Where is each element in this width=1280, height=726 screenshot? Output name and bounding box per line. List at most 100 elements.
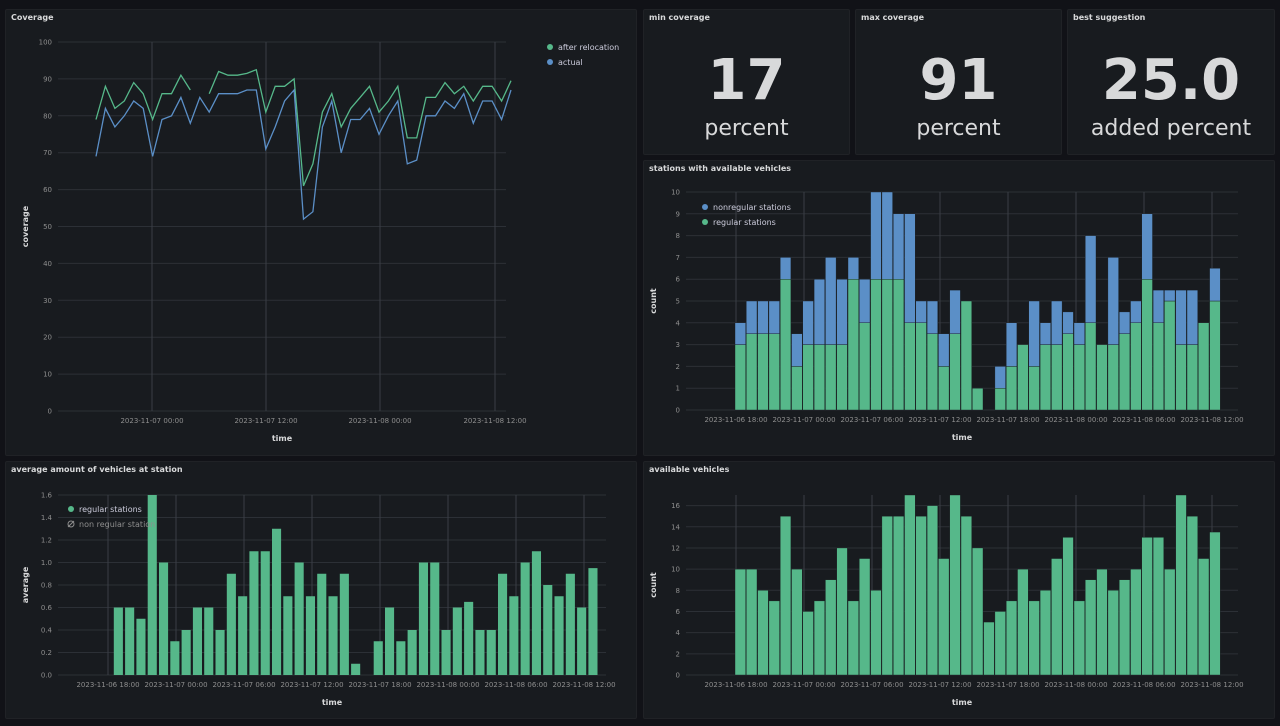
x-tick-label: 2023-11-08 00:00 [416,681,479,689]
bar-nonregular [859,278,871,323]
bar-nonregular [1107,257,1119,345]
y-tick-label: 0 [676,672,680,680]
bar [125,607,135,675]
bar [520,562,530,675]
bar [509,596,519,675]
y-axis-label: average [21,566,30,603]
bar-nonregular [1119,311,1131,334]
bar-nonregular [1062,311,1074,334]
x-tick-label: 2023-11-07 00:00 [120,417,183,425]
x-tick-label: 2023-11-08 00:00 [1044,681,1107,689]
bar [1096,568,1108,676]
y-tick-label: 2 [676,363,680,371]
bar [588,568,598,675]
bar [430,562,440,675]
bar [1107,590,1119,676]
legend-label: regular stations [713,218,776,227]
bar-regular [802,344,814,411]
bar-regular [1006,366,1018,411]
average-chart: 0.0 0.2 0.4 0.6 0.8 1.0 1.2 1.4 1.6 2023-11-06 18… [21,492,616,708]
legend-hidden-slash [67,520,75,528]
bar [226,573,236,675]
x-tick-label: 2023-11-08 12:00 [552,681,615,689]
bar-regular [1209,300,1221,411]
bar [272,528,282,675]
x-tick-label: 2023-11-08 06:00 [1112,416,1175,424]
stations-chart: 0 1 2 3 4 5 6 7 8 9 10 2023-11-06 18:00 2023-11-07 0… [649,189,1244,443]
bar [836,547,848,676]
bar-nonregular [802,300,814,345]
panel-title: stations with available vehicles [649,164,792,173]
panel-title: available vehicles [649,465,730,474]
bar [373,641,383,675]
panel-title: max coverage [861,13,925,22]
panel-title: min coverage [649,13,710,22]
y-tick-label: 90 [43,75,52,83]
bar [1051,558,1063,676]
best-suggestion-value: 25.0 [1101,48,1241,113]
bar-regular [949,333,961,411]
bar [498,573,508,675]
y-tick-label: 6 [676,608,681,616]
bar-regular [1039,344,1052,411]
x-tick-label: 2023-11-07 12:00 [908,681,971,689]
y-tick-label: 9 [676,210,680,218]
bar-regular [1017,344,1029,411]
y-tick-label: 6 [676,276,681,284]
bar-nonregular [904,213,916,323]
bar-nonregular [1039,322,1052,345]
bar-nonregular [825,257,837,345]
available-chart: 0 2 4 6 8 10 12 14 16 2023-11-06 18:00 2023-11-07 … [649,494,1244,707]
bar-nonregular [813,278,826,345]
bar [1039,590,1052,676]
bar-nonregular [892,213,905,280]
x-tick-label: 2023-11-07 18:00 [976,416,1039,424]
bar-nonregular [938,333,950,367]
bar [1152,537,1165,676]
y-tick-label: 8 [676,232,680,240]
bar-regular [892,278,905,411]
y-axis-label: coverage [21,205,30,247]
bar [757,590,769,676]
bar-regular [791,366,803,411]
bar-nonregular [949,289,961,334]
x-axis-label: time [272,434,293,443]
stations-panel: stations with available vehicles 0 1 2 3 4 5 6… [643,160,1275,456]
panel-title: Coverage [11,13,54,22]
bar-nonregular [768,300,780,334]
bar-regular [1028,366,1040,411]
bar [554,596,564,675]
bar-regular [938,366,950,411]
bar-regular [1096,344,1108,411]
bar [294,562,304,675]
coverage-panel: Coverage 0 10 20 30 40 50 60 70 80 90 100 2023-11-0… [5,9,637,456]
bar [881,515,893,676]
y-tick-label: 50 [43,223,52,231]
y-tick-label: 14 [671,523,680,531]
bar [1186,515,1198,676]
bar-nonregular [1152,289,1165,324]
bar-regular [859,322,871,411]
x-tick-label: 2023-11-08 06:00 [1112,681,1175,689]
bar-regular [1152,322,1165,411]
bar-nonregular [1141,213,1153,280]
y-tick-label: 100 [39,39,52,47]
bar-nonregular [1164,289,1176,302]
y-tick-label: 5 [676,298,680,306]
bar [892,515,905,676]
bar [1119,579,1131,676]
panel-title: average amount of vehicles at station [11,465,183,474]
y-tick-label: 7 [676,254,680,262]
bar [181,630,191,675]
bar [452,607,462,675]
bar [1017,568,1029,676]
bar [915,515,927,676]
best-suggestion-unit: added percent [1090,116,1252,141]
legend-swatch [702,219,708,225]
x-tick-label: 2023-11-08 00:00 [348,417,411,425]
bar [1175,494,1187,676]
bar [1198,558,1210,676]
legend-label: regular stations [79,505,142,514]
bar [136,618,146,675]
bar-regular [881,278,893,411]
